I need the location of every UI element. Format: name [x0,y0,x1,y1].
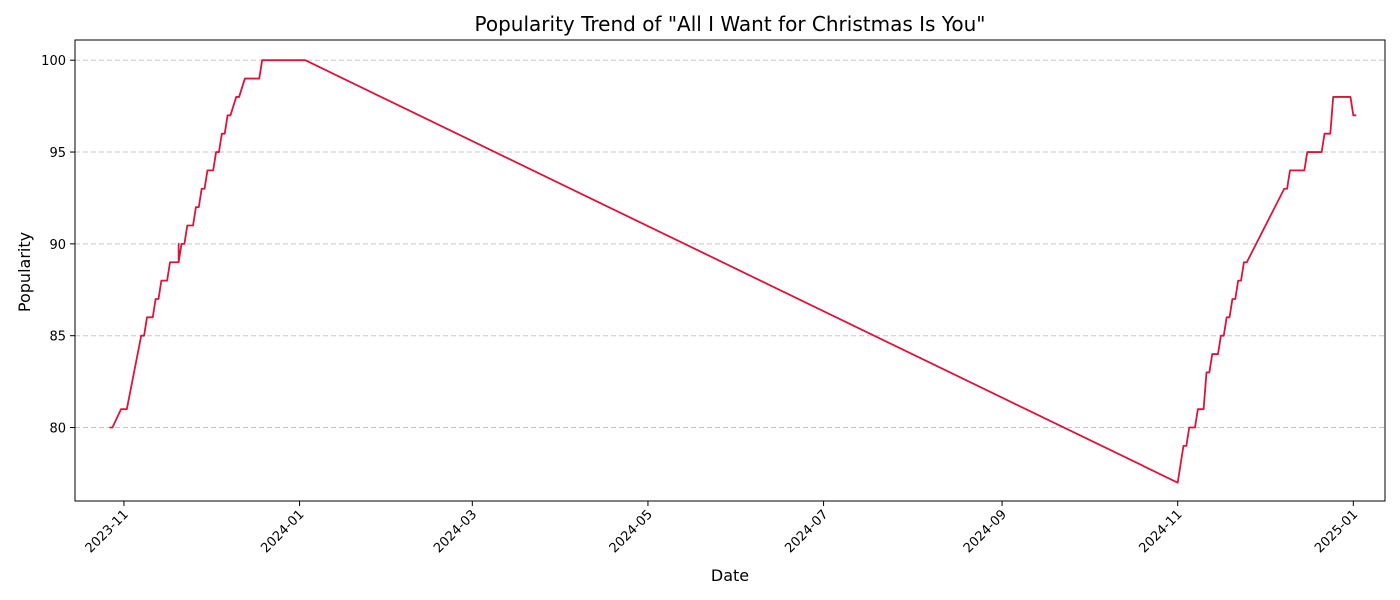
series-layer [109,59,1357,484]
y-tick-label: 80 [49,422,66,437]
x-tick-label: 2025-01 [1312,507,1361,556]
x-tick-label: 2024-03 [431,507,480,556]
plot-area-frame [74,39,1386,502]
x-axis: 2023-11 2024-01 2024-03 2024-05 2024-07 2024-… [83,501,1361,556]
y-tick-label: 100 [41,54,66,69]
chart-title: Popularity Trend of "All I Want for Chri… [475,12,986,36]
x-tick-label: 2024-07 [782,507,831,556]
x-tick-label: 2024-11 [1137,507,1186,556]
grid-lines [75,59,1385,429]
x-axis-label: Date [711,566,749,585]
y-tick-label: 90 [49,238,66,253]
x-tick-label: 2024-09 [961,507,1010,556]
y-axis: 80 85 90 95 100 [41,54,75,437]
y-tick-label: 95 [49,146,66,161]
x-tick-label: 2024-01 [258,507,307,556]
x-tick-label: 2024-05 [607,507,656,556]
series-line [109,59,1357,484]
y-axis-label: Popularity [15,232,34,312]
y-tick-label: 85 [49,330,66,345]
x-tick-label: 2023-11 [83,507,132,556]
